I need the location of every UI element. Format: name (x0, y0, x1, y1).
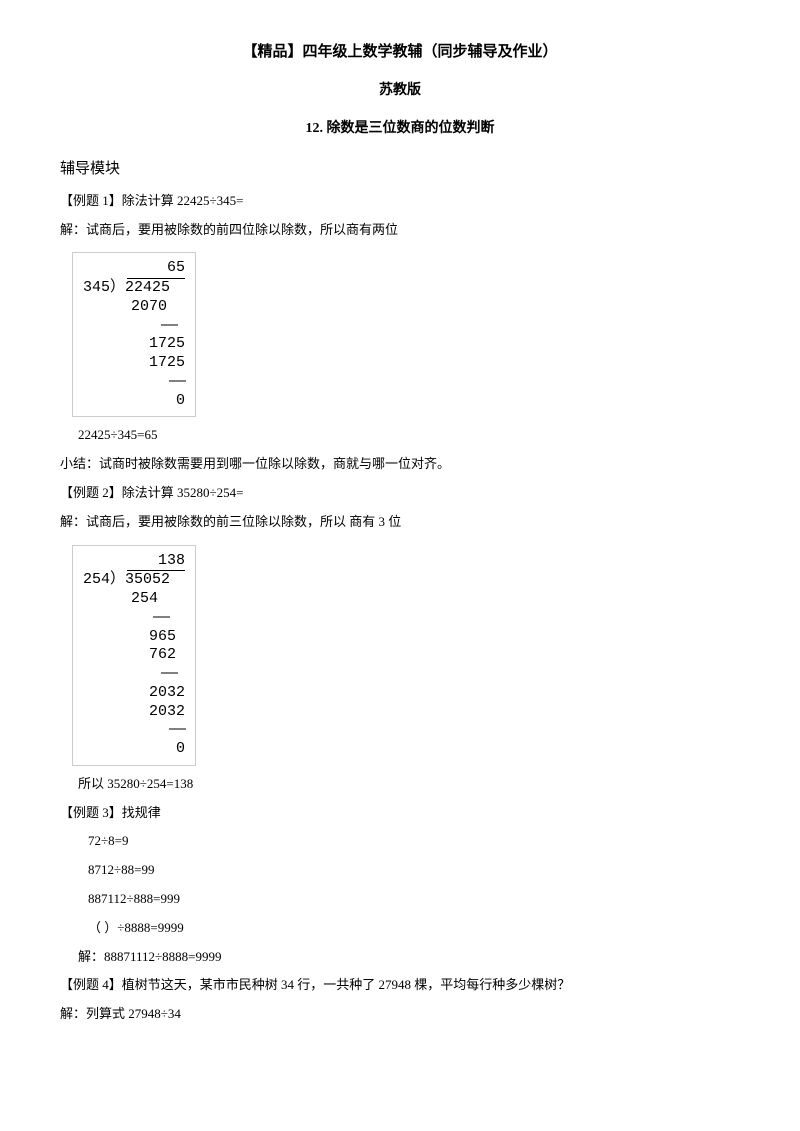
bracket-icon: ） (110, 279, 125, 296)
example-3-line3: 887112÷888=999 (60, 889, 740, 910)
ld1-divisor: 345 (83, 279, 110, 296)
ld1-quotient: 65 (127, 259, 185, 279)
ld2-r5: 2032 (83, 703, 185, 722)
ld1-line1: —— (83, 317, 185, 336)
example-3-label: 【例题 3】找规律 (60, 803, 740, 824)
module-heading: 辅导模块 (60, 157, 740, 181)
ld2-r2: 965 (83, 628, 185, 647)
example-3-line1: 72÷8=9 (60, 831, 740, 852)
ld1-r2: 1725 (83, 335, 185, 354)
ld2-line2: —— (83, 665, 185, 684)
ld1-r1: 2070 (83, 298, 185, 317)
ld2-dividend: 35052 (125, 571, 170, 588)
example-2-result: 所以 35280÷254=138 (60, 774, 740, 795)
ld2-quotient: 138 (127, 552, 185, 572)
ld1-r3: 1725 (83, 354, 185, 373)
ld2-r4: 2032 (83, 684, 185, 703)
example-4-step: 解：列算式 27948÷34 (60, 1004, 740, 1025)
ld1-r4: 0 (83, 392, 185, 411)
example-4-label: 【例题 4】植树节这天，某市市民种树 34 行，一共种了 27948 棵，平均每… (60, 975, 740, 996)
ld2-r3: 762 (83, 646, 185, 665)
example-3-answer: 解：88871112÷8888=9999 (60, 947, 740, 968)
long-division-1: 65 345）22425 2070 —— 1725 1725 —— 0 (72, 252, 196, 417)
title-section: 12. 除数是三位数商的位数判断 (60, 118, 740, 140)
ld2-divisor: 254 (83, 571, 110, 588)
example-1-summary: 小结：试商时被除数需要用到哪一位除以除数，商就与哪一位对齐。 (60, 454, 740, 475)
long-division-2: 138 254）35052 254 —— 965 762 —— 2032 203… (72, 545, 196, 766)
example-1-result: 22425÷345=65 (60, 425, 740, 446)
example-3-line4: （ ）÷8888=9999 (60, 918, 740, 939)
ld2-r1: 254 (83, 590, 185, 609)
example-1-step: 解：试商后，要用被除数的前四位除以除数，所以商有两位 (60, 220, 740, 241)
bracket-icon: ） (110, 571, 125, 588)
ld1-line2: —— (83, 373, 185, 392)
ld2-line1: —— (83, 609, 185, 628)
ld2-r6: 0 (83, 740, 185, 759)
example-2-label: 【例题 2】除法计算 35280÷254= (60, 483, 740, 504)
ld2-line3: —— (83, 721, 185, 740)
title-sub: 苏教版 (60, 80, 740, 102)
example-2-step: 解：试商后，要用被除数的前三位除以除数，所以 商有 3 位 (60, 512, 740, 533)
ld1-dividend: 22425 (125, 279, 170, 296)
example-3-line2: 8712÷88=99 (60, 860, 740, 881)
title-main: 【精品】四年级上数学教辅（同步辅导及作业） (60, 40, 740, 64)
example-1-label: 【例题 1】除法计算 22425÷345= (60, 191, 740, 212)
